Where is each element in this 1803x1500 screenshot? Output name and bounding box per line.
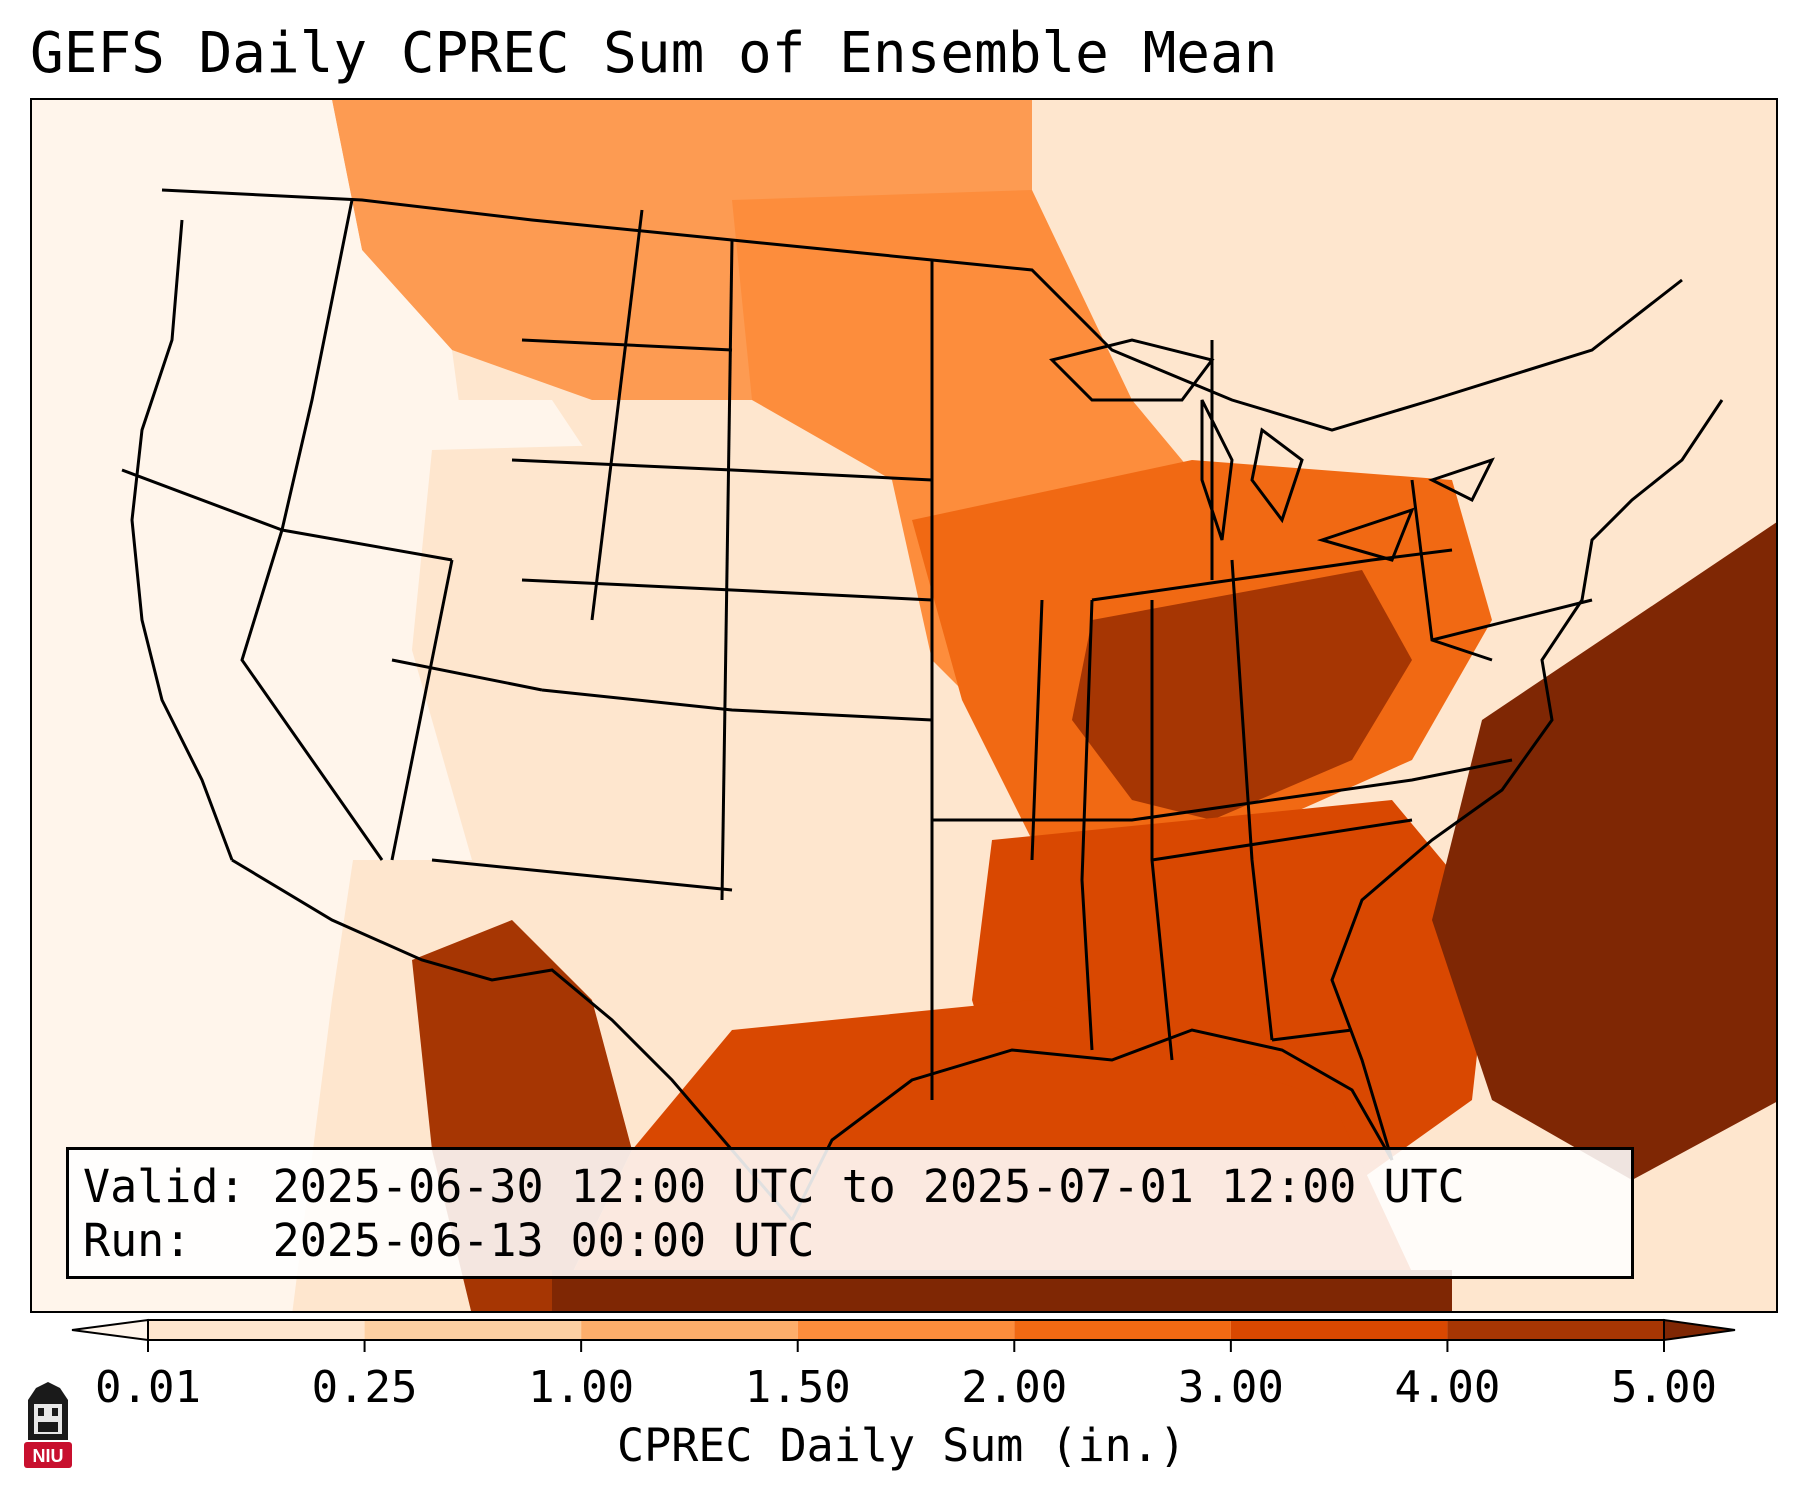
colorbar-tick-label: 3.00 — [1178, 1362, 1284, 1413]
colorbar-tick-label: 1.50 — [745, 1362, 851, 1413]
colorbar-extend-min — [71, 1318, 149, 1342]
colorbar: 0.01 0.25 1.00 1.50 2.00 3.00 4.00 5.00 — [71, 1318, 1736, 1413]
colorbar-tick-label: 0.01 — [95, 1362, 201, 1413]
colorbar-segment — [364, 1320, 582, 1340]
colorbar-segment — [1014, 1320, 1231, 1340]
colorbar-segments — [71, 1318, 1736, 1342]
colorbar-tick-label: 1.00 — [528, 1362, 634, 1413]
svg-text:NIU: NIU — [33, 1446, 64, 1466]
valid-value: 2025-06-30 12:00 UTC to 2025-07-01 12:00… — [272, 1160, 1465, 1213]
run-value: 2025-06-13 00:00 UTC — [272, 1214, 815, 1267]
colorbar-label: CPREC Daily Sum (in.) — [617, 1419, 1186, 1472]
colorbar-ticks: 0.01 0.25 1.00 1.50 2.00 3.00 4.00 5.00 — [95, 1340, 1717, 1413]
colorbar-tick-label: 5.00 — [1611, 1362, 1717, 1413]
colorbar-segment — [581, 1320, 798, 1340]
colorbar-segment — [1230, 1320, 1448, 1340]
colorbar-tick-label: 2.00 — [961, 1362, 1067, 1413]
run-label: Run: — [83, 1214, 192, 1267]
map-panel — [30, 98, 1778, 1313]
colorbar-tick-label: 0.25 — [312, 1362, 418, 1413]
niu-logo: NIU — [24, 1382, 72, 1468]
colorbar-outline — [147, 1319, 1665, 1341]
precip-field — [32, 100, 1776, 1311]
colorbar-segment — [1447, 1320, 1664, 1340]
colorbar-segment — [797, 1320, 1015, 1340]
great-lakes — [1049, 338, 1495, 562]
valid-label: Valid: — [83, 1160, 246, 1213]
valid-run-info-box: Valid: 2025-06-30 12:00 UTC to 2025-07-0… — [66, 1147, 1634, 1279]
chart-title: GEFS Daily CPREC Sum of Ensemble Mean — [30, 21, 1278, 86]
colorbar-tick-label: 4.00 — [1394, 1362, 1500, 1413]
boundary-lines — [121, 188, 1724, 1221]
precip-map — [32, 100, 1776, 1311]
colorbar-extend-max — [1663, 1318, 1736, 1342]
colorbar-segment — [148, 1320, 365, 1340]
